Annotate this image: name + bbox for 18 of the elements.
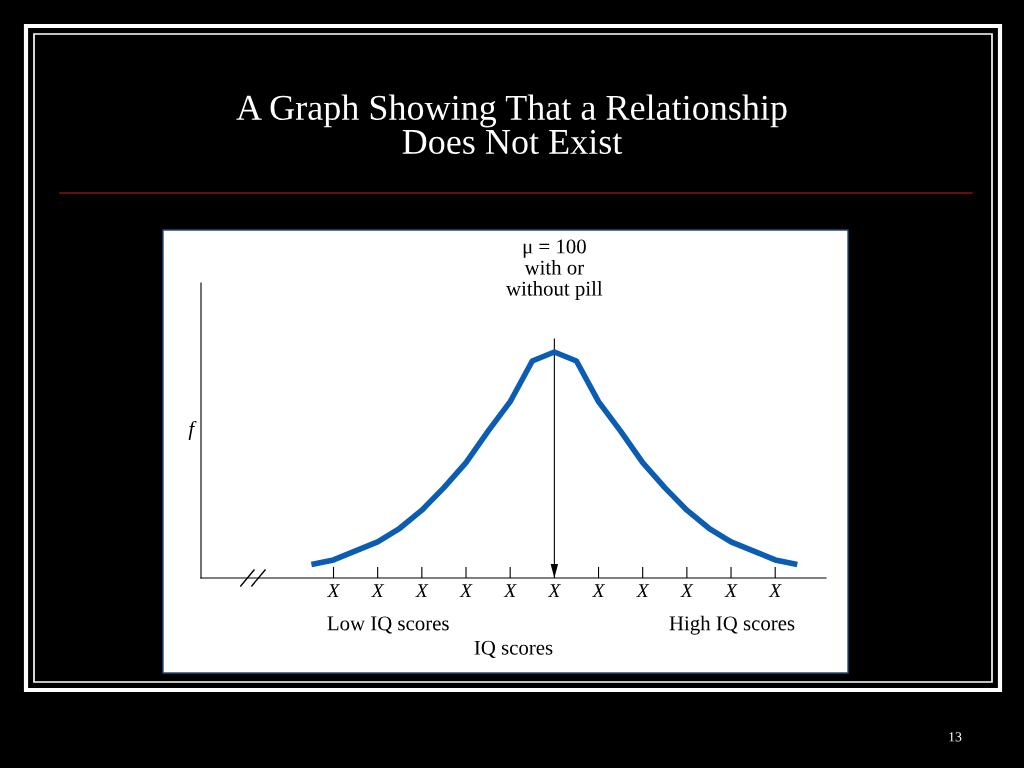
x-tick-label: X — [459, 584, 473, 598]
x-tick-label: X — [768, 584, 782, 598]
x-tick-label: X — [371, 584, 385, 598]
text: μ = 100 with or without pill — [506, 239, 603, 300]
x-tick-label: X — [724, 584, 738, 598]
text: 13 — [949, 732, 962, 742]
x-tick-label: X — [547, 584, 561, 598]
chart-title: A Graph Showing That a Relationship Does Not Exist — [236, 94, 787, 155]
x-tick-label: X — [415, 584, 429, 598]
x-tick-label: X — [326, 584, 341, 598]
x-tick-label: X — [591, 584, 606, 598]
x-tick-label: X — [680, 584, 694, 598]
y-axis-title: f — [188, 420, 197, 441]
x-tick-label: X — [503, 584, 517, 598]
x-tick-label: X — [636, 584, 650, 598]
x-axis-title: IQ scores — [474, 640, 553, 658]
text: Low IQ scores — [327, 616, 449, 634]
text: High IQ scores — [669, 615, 795, 635]
